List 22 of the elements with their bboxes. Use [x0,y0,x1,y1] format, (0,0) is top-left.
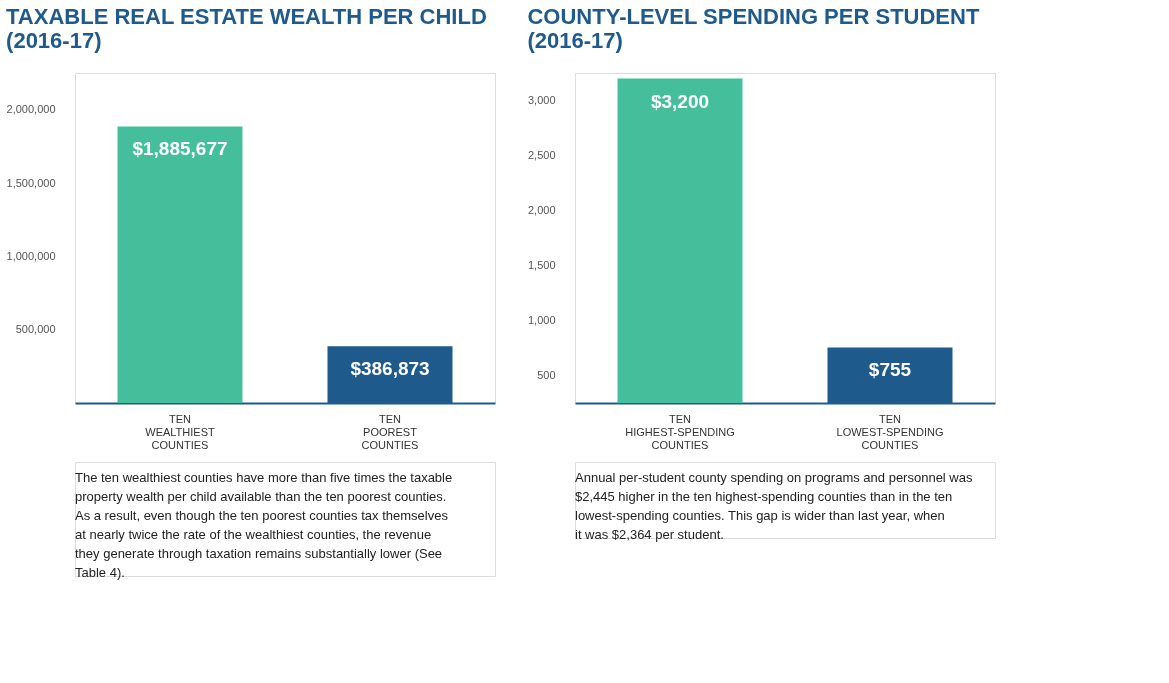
data-label: $1,885,677 [132,138,228,160]
data-label: $3,200 [650,90,710,112]
x-tick-label: TEN LOWEST-SPENDING COUNTIES [836,412,944,451]
text: Annual per-student county spending on programs and personnel was $2,445 higher in the ten highest-spending counties than in the ten lowest-spending counties. This gap is wider than last year, when it was $2,364 per student. [575,469,973,542]
data-label: $386,873 [350,358,430,380]
x-tick-label: TEN HIGHEST-SPENDING COUNTIES [625,412,735,451]
x-tick-label: TEN POOREST COUNTIES [361,412,419,451]
text: The ten wealthiest counties have more than five times the taxable property wealth per child available than the ten poorest counties. As a result, even though the ten poorest counties tax themselves at nearly twice the rate of the wealthiest counties, the revenue they generate through taxation remains substantially lower (See Table 4). [75,469,453,580]
y-tick-label: 500 [537,369,556,381]
y-tick-label: 2,500 [527,149,556,161]
chart-title: COUNTY-LEVEL SPENDING PER STUDENT (2016-17) [527,4,980,53]
y-tick-label: 1,500,000 [6,176,56,189]
y-tick-label: 1,500 [527,259,556,271]
data-label: $755 [868,359,912,381]
y-tick-label: 1,000,000 [6,249,56,262]
chart-title: TAXABLE REAL ESTATE WEALTH PER CHILD (2016-17) [6,4,487,53]
y-tick-label: 1,000 [527,314,556,326]
y-tick-label: 500,000 [15,323,56,336]
y-tick-label: 3,000 [527,94,556,106]
x-tick-label: TEN WEALTHIEST COUNTIES [145,412,216,451]
y-tick-label: 2,000 [527,204,556,216]
y-tick-label: 2,000,000 [6,103,56,116]
